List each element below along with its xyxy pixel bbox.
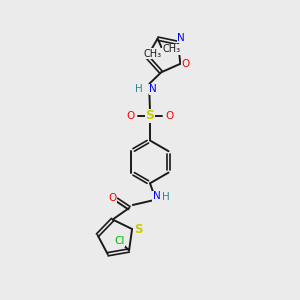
Text: N: N <box>177 33 185 43</box>
Text: N: N <box>153 191 160 201</box>
Text: N: N <box>149 84 157 94</box>
Text: CH₃: CH₃ <box>162 44 180 54</box>
Text: O: O <box>165 111 173 121</box>
Text: CH₃: CH₃ <box>143 49 161 59</box>
Text: H: H <box>135 84 143 94</box>
Text: Cl: Cl <box>114 236 124 246</box>
Text: O: O <box>182 59 190 69</box>
Text: O: O <box>108 193 117 203</box>
Text: O: O <box>127 111 135 121</box>
Text: H: H <box>162 192 170 202</box>
Text: S: S <box>146 109 154 122</box>
Text: S: S <box>134 223 143 236</box>
